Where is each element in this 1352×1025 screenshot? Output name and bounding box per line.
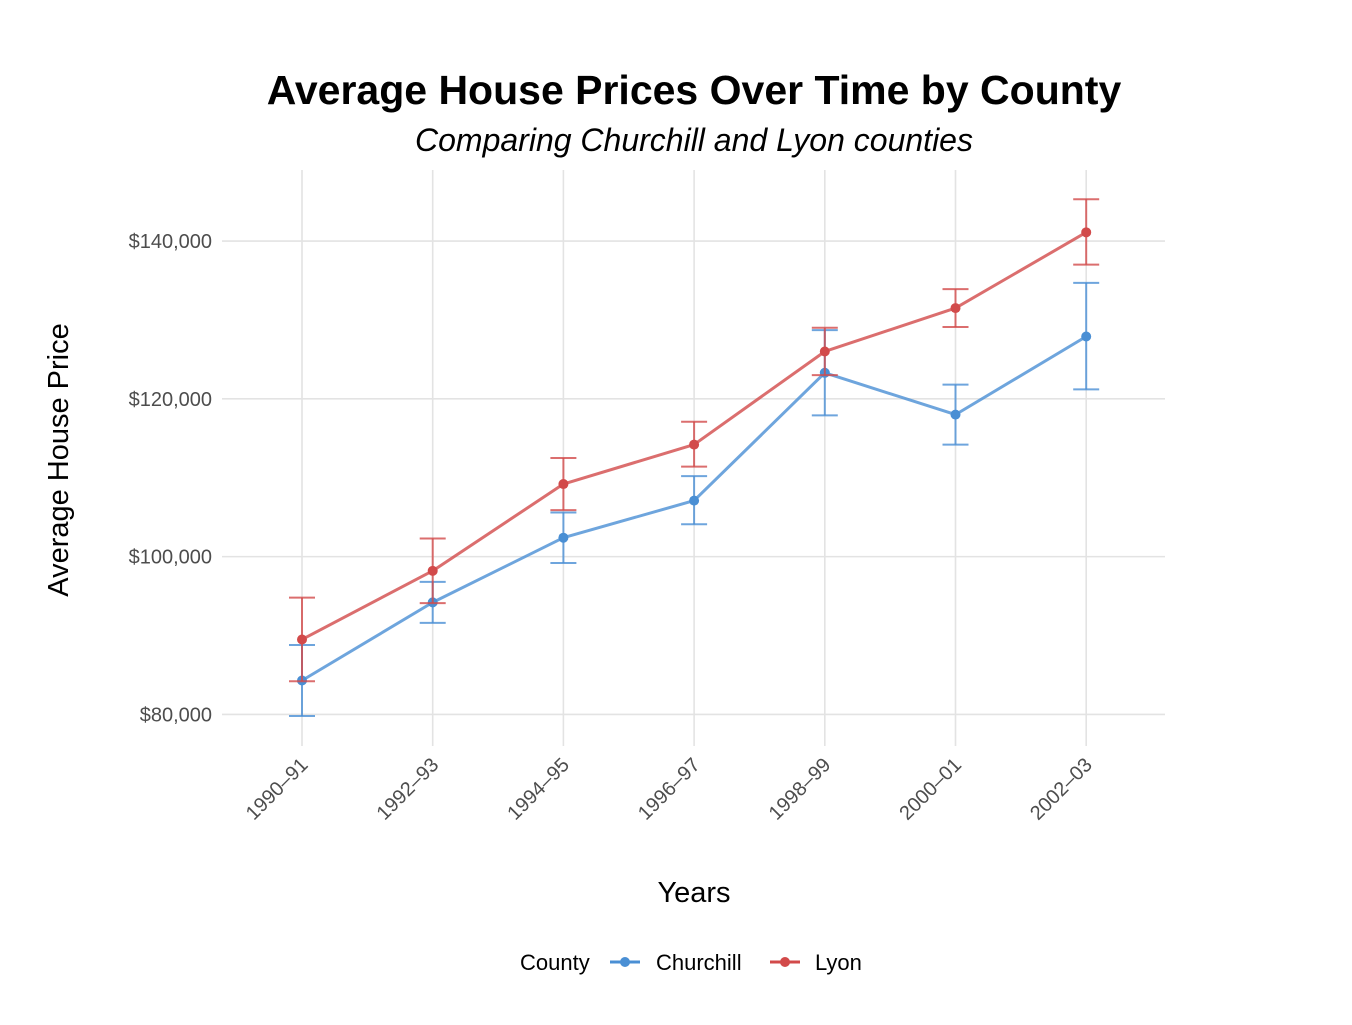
legend-item-lyon: Lyon bbox=[770, 950, 862, 975]
x-axis-title: Years bbox=[657, 877, 730, 909]
data-point-churchill bbox=[950, 409, 961, 420]
data-point-lyon bbox=[689, 439, 700, 450]
y-tick-label: $120,000 bbox=[129, 389, 212, 411]
y-axis-title: Average House Price bbox=[43, 323, 75, 597]
data-point-lyon bbox=[297, 634, 307, 645]
y-tick-label: $140,000 bbox=[129, 231, 212, 253]
x-tick-label: 1990–91 bbox=[242, 754, 313, 825]
chart-subtitle: Comparing Churchill and Lyon counties bbox=[415, 122, 973, 158]
legend-item-churchill: Churchill bbox=[610, 950, 742, 975]
legend-label-churchill: Churchill bbox=[656, 950, 742, 975]
data-point-churchill bbox=[558, 532, 569, 543]
x-tick-label: 1992–93 bbox=[373, 754, 444, 825]
x-tick-label: 1996–97 bbox=[634, 754, 705, 825]
legend-key-point-lyon bbox=[780, 957, 790, 967]
x-tick-label: 2000–01 bbox=[895, 754, 966, 825]
data-point-lyon bbox=[1081, 227, 1092, 238]
data-point-lyon bbox=[819, 346, 830, 357]
data-point-churchill bbox=[1081, 331, 1092, 342]
y-tick-label: $100,000 bbox=[129, 547, 212, 569]
axes: $80,000 $100,000 $120,000 $140,000 1990–91 19… bbox=[129, 231, 1097, 825]
legend: County Churchill Lyon bbox=[520, 950, 862, 975]
legend-key-point-churchill bbox=[620, 957, 630, 967]
y-tick-label: $80,000 bbox=[140, 704, 212, 726]
data-point-lyon bbox=[558, 479, 569, 490]
series-lyon bbox=[289, 198, 1100, 683]
data-point-lyon bbox=[950, 303, 961, 314]
x-tick-label: 2002–03 bbox=[1026, 754, 1097, 825]
legend-title: County bbox=[520, 950, 590, 975]
grid bbox=[222, 170, 1165, 746]
chart-title: Average House Prices Over Time by County bbox=[267, 67, 1122, 113]
x-tick-label: 1994–95 bbox=[503, 754, 574, 825]
data-point-lyon bbox=[427, 565, 438, 576]
legend-label-lyon: Lyon bbox=[815, 950, 862, 975]
x-tick-label: 1998–99 bbox=[765, 754, 836, 825]
data-point-churchill bbox=[689, 495, 700, 506]
series-area bbox=[289, 198, 1100, 718]
